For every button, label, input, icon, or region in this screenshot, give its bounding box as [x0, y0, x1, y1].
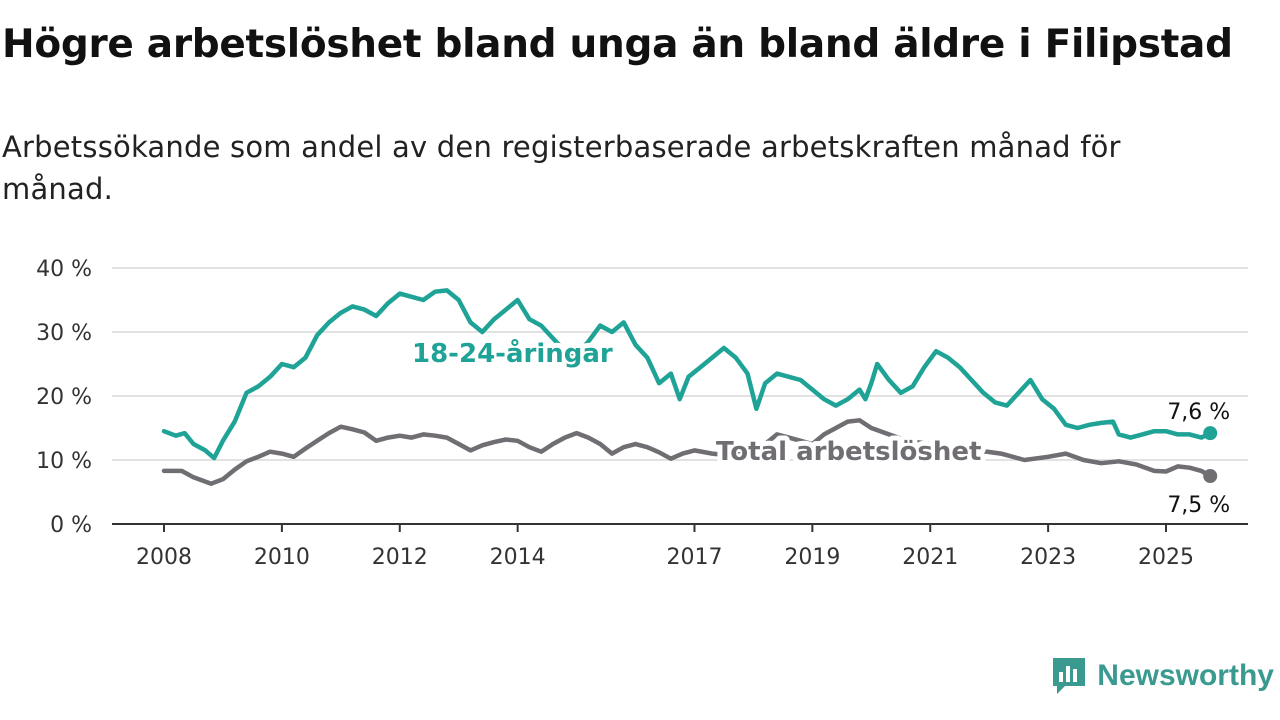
newsworthy-logo-icon — [1053, 658, 1086, 694]
y-tick-label: 40 % — [36, 257, 92, 282]
series-line-0 — [161, 288, 1213, 461]
brand-logo: Newsworthy — [1051, 654, 1274, 698]
series-lines — [161, 288, 1218, 486]
y-axis: 0 % 10 % 20 % 30 % 40 % — [36, 257, 92, 538]
series-label-youth: 18-24-åringar — [412, 337, 613, 369]
x-tick-label: 2023 — [1020, 545, 1076, 570]
x-tick-label: 2025 — [1138, 545, 1194, 570]
x-tick-label: 2017 — [666, 545, 722, 570]
x-axis: 2008 2010 2012 2014 2017 2019 2021 2023 2025 — [112, 523, 1248, 570]
grid — [112, 267, 1248, 461]
chart-subtitle: Arbetssökande som andel av den registerb… — [2, 130, 1121, 206]
series-line-1 — [161, 418, 1213, 486]
chart-title: Högre arbetslöshet bland unga än bland ä… — [2, 22, 1233, 67]
series-end-point-1 — [1203, 469, 1218, 483]
x-tick-label: 2021 — [902, 545, 958, 570]
y-tick-label: 30 % — [36, 321, 92, 346]
x-tick-label: 2010 — [254, 545, 310, 570]
series-label-total: Total arbetslöshet — [716, 437, 981, 467]
y-tick-label: 0 % — [50, 513, 92, 538]
end-label-total: 7,5 % — [1167, 493, 1230, 518]
series-label-youth-halo: 18-24-åringar — [412, 337, 613, 369]
x-tick-label: 2019 — [784, 545, 840, 570]
y-tick-label: 10 % — [36, 449, 92, 474]
x-tick-label: 2012 — [372, 545, 428, 570]
y-tick-label: 20 % — [36, 385, 92, 410]
brand-name: Newsworthy — [1097, 659, 1274, 692]
series-labels: 7,6 %7,5 %18-24-åringar18-24-åringarTota… — [407, 332, 1230, 518]
x-tick-label: 2008 — [136, 545, 192, 570]
end-label-youth: 7,6 % — [1167, 400, 1230, 425]
x-tick-label: 2014 — [490, 545, 546, 570]
series-label-total-halo: Total arbetslöshet — [716, 437, 981, 467]
series-end-point-0 — [1203, 426, 1218, 441]
